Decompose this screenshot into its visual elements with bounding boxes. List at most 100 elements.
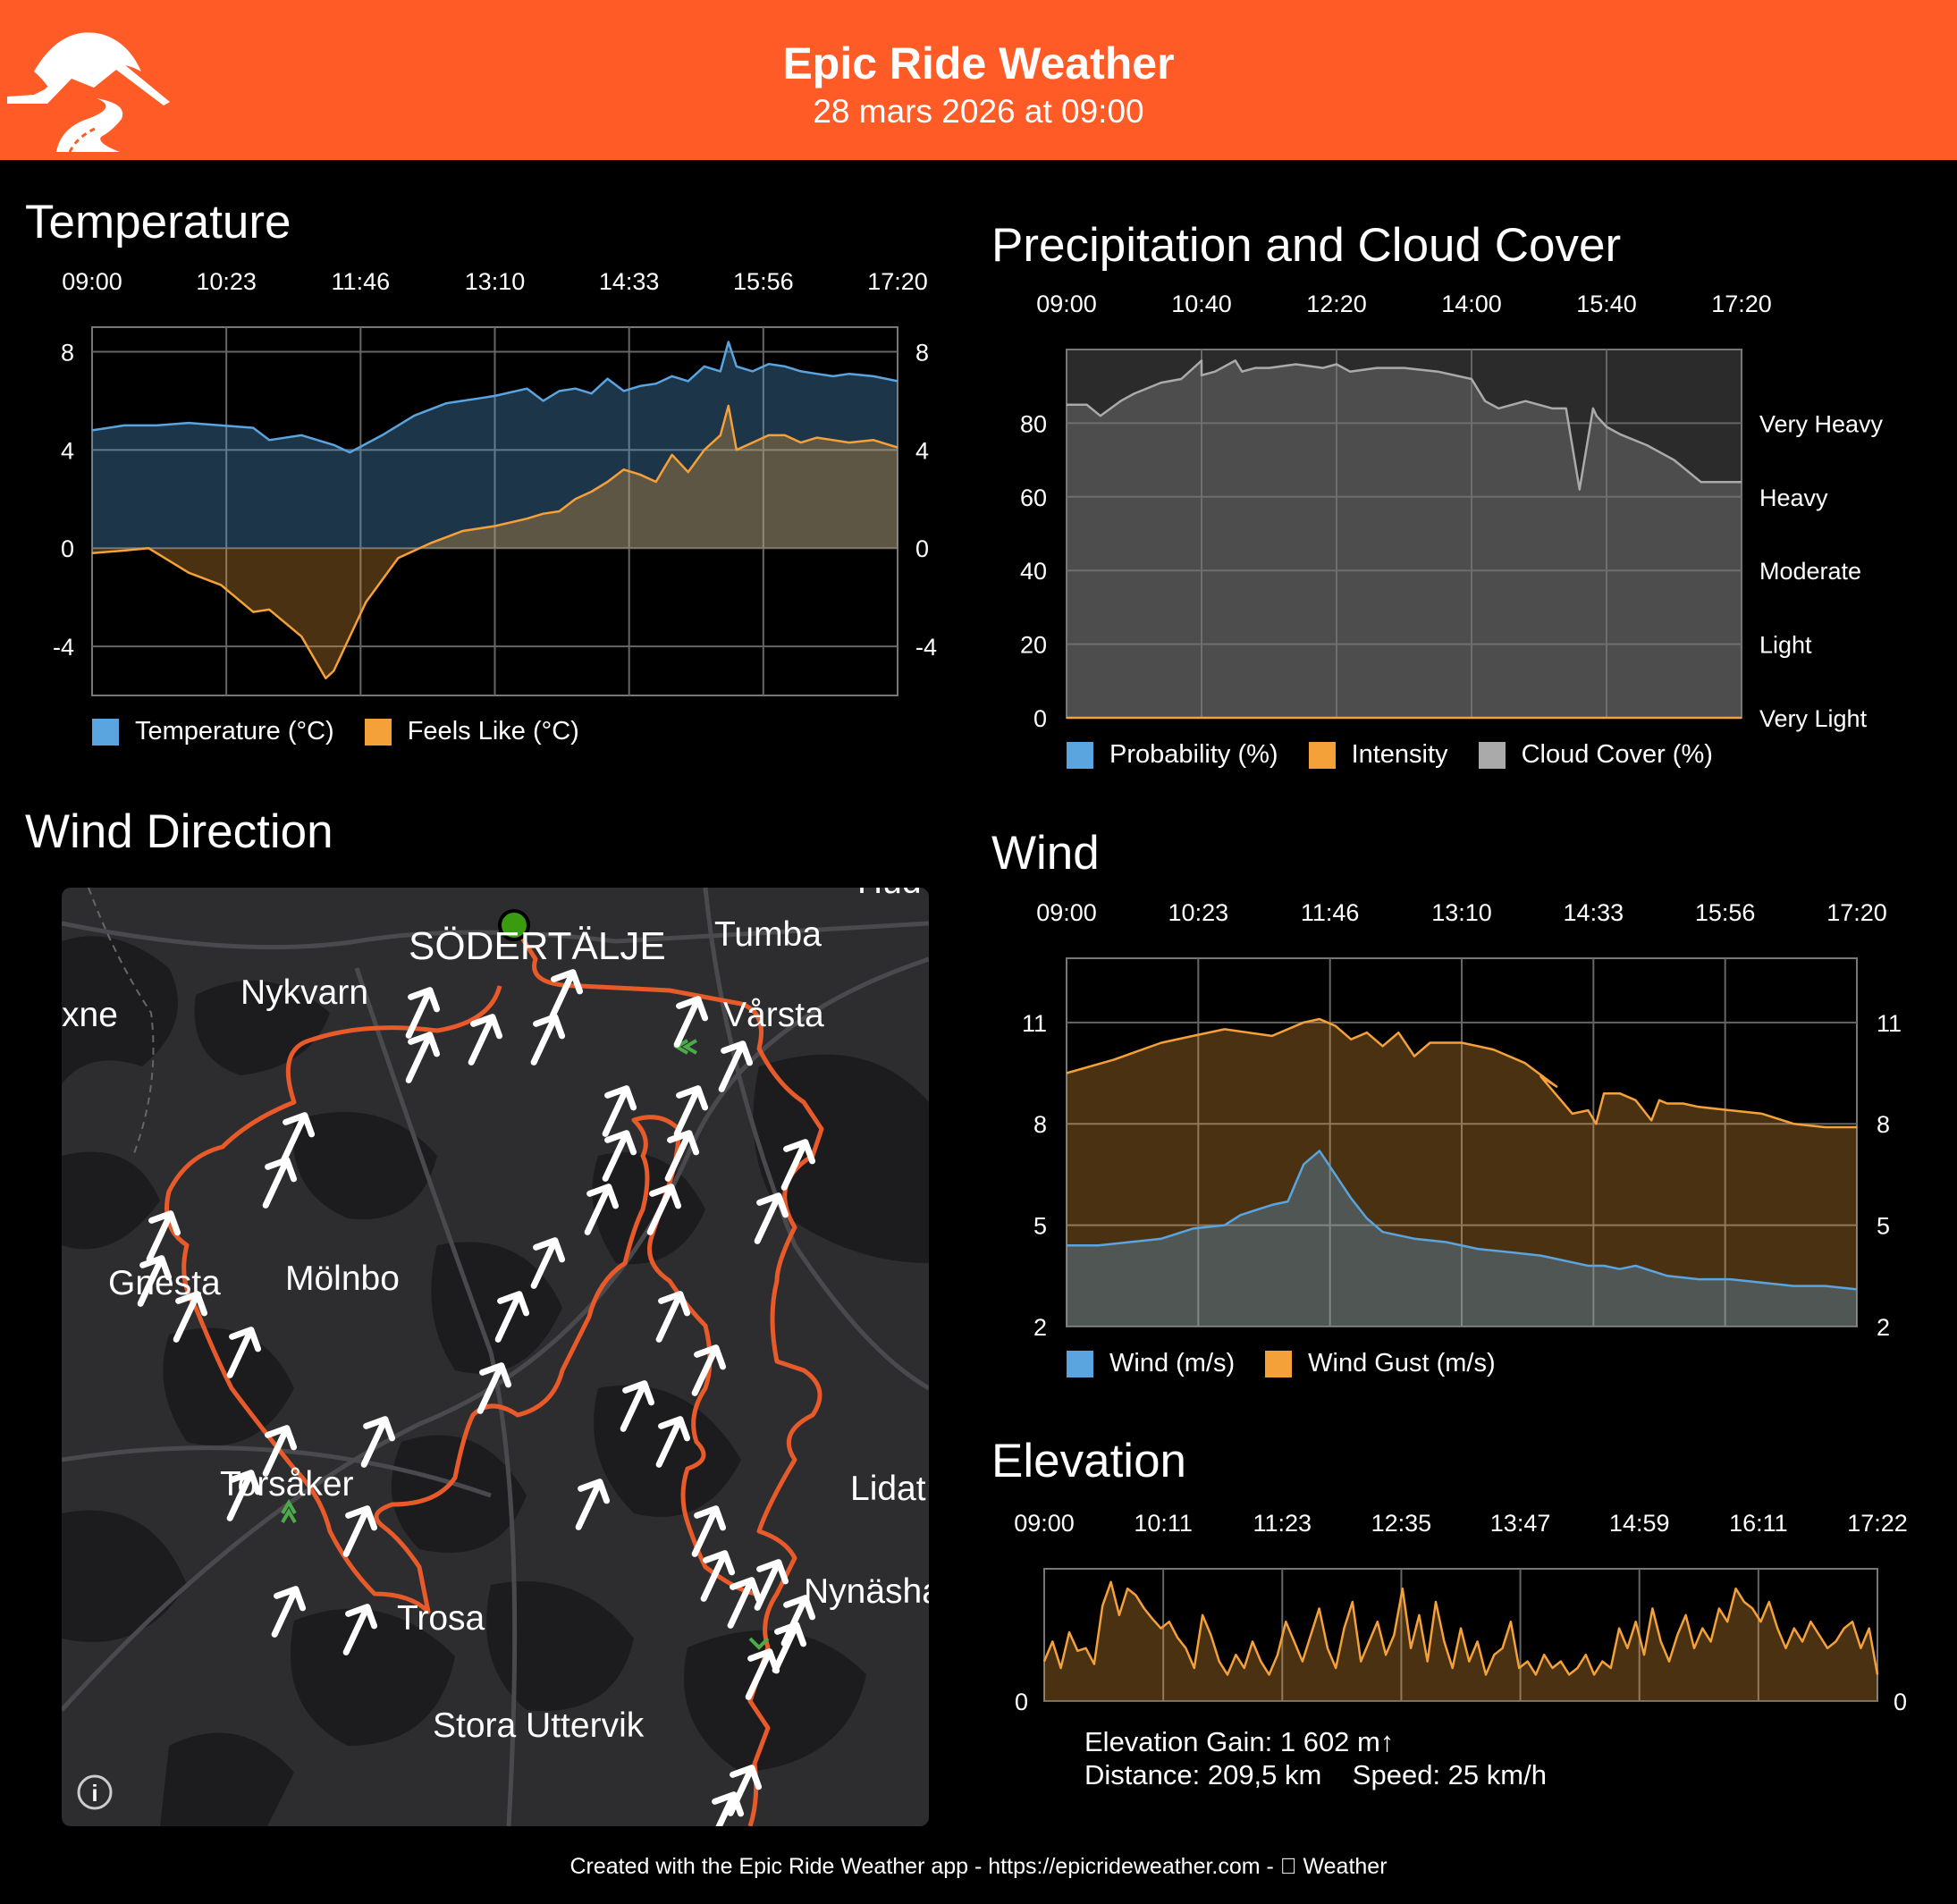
- x-tick-label: 17:22: [1847, 1510, 1908, 1537]
- legend-label: Wind (m/s): [1109, 1349, 1236, 1377]
- wind-arrow-icon: [673, 996, 709, 1048]
- wind-arrow-icon: [646, 1184, 682, 1235]
- ride-summary: Elevation Gain: 1 602 m↑ Distance: 209,5…: [1084, 1725, 1547, 1791]
- x-tick-label: 09:00: [62, 268, 122, 295]
- wind-arrow-icon: [664, 1130, 700, 1182]
- wind-arrow-icon: [727, 1765, 763, 1816]
- legend-swatch: [1067, 1350, 1093, 1377]
- plot-area: [1066, 349, 1742, 719]
- start-marker: [498, 909, 530, 941]
- wind-arrow-shape: [262, 1157, 298, 1209]
- x-tick-label: 13:10: [1431, 899, 1492, 926]
- wind-arrow-icon: [772, 1622, 807, 1673]
- wind-arrow-shape: [727, 1765, 763, 1816]
- wind-arrow-shape: [772, 1622, 807, 1673]
- wind-arrow-shape: [691, 1344, 727, 1396]
- wind-arrow-shape: [700, 1550, 736, 1602]
- wind-arrow-shape: [602, 1130, 637, 1182]
- wind-arrow-shape: [173, 1291, 208, 1343]
- y-tick-label-left: 0: [1033, 705, 1047, 732]
- wind-arrow-shape: [530, 1237, 566, 1289]
- x-tick-label: 10:40: [1171, 291, 1232, 317]
- wind-arrow-icon: [691, 1505, 727, 1557]
- y-tick-label-right: 5: [1877, 1213, 1890, 1240]
- wind-arrow-shape: [146, 1210, 181, 1262]
- y-tick-label-left: 5: [1033, 1213, 1047, 1240]
- series-area: [1067, 1150, 1857, 1327]
- intensity-label: Heavy: [1759, 484, 1828, 511]
- x-tick-label: 11:23: [1253, 1510, 1312, 1537]
- y-tick-label-left: 80: [1020, 410, 1047, 437]
- series-line: [1067, 359, 1742, 491]
- plot-area: [91, 326, 898, 696]
- footer-credit: Created with the Epic Ride Weather app -…: [569, 1854, 1387, 1879]
- plot-area: [1066, 957, 1858, 1327]
- wind-arrow-icon: [405, 1032, 441, 1083]
- wind-arrow-icon: [342, 1604, 378, 1655]
- x-tick-label: 09:00: [1036, 899, 1097, 926]
- wind-arrow-shape: [727, 1577, 763, 1629]
- x-tick-label: 15:56: [1695, 899, 1756, 926]
- wind-title: Wind: [991, 827, 1100, 880]
- wind-arrow-icon: [530, 1014, 566, 1066]
- wind-arrow-icon: [700, 1550, 736, 1602]
- y-tick-label-right: 11: [1877, 1010, 1902, 1037]
- intensity-label: Moderate: [1759, 558, 1861, 585]
- wind-arrow-shape: [405, 987, 441, 1039]
- wind-arrow-shape: [673, 1085, 709, 1137]
- plot-area: [1043, 1568, 1878, 1702]
- y-tick-label-left: 2: [1033, 1314, 1047, 1341]
- wind-legend: Wind (m/s) Wind Gust (m/s): [1067, 1349, 1526, 1378]
- map-label-xne: xne: [62, 996, 118, 1034]
- wind-arrow-shape: [655, 1416, 691, 1468]
- wind-arrow-icon: [780, 1595, 816, 1647]
- legend-swatch: [92, 718, 119, 746]
- series-area: [1067, 360, 1742, 718]
- wind-arrow-shape: [584, 1184, 620, 1235]
- wind-arrow-icon: [727, 1577, 763, 1629]
- map-label-molnbo: Mölnbo: [285, 1260, 400, 1298]
- series-line: [91, 404, 898, 680]
- wind-arrow-shape: [137, 1255, 173, 1307]
- wind-direction-title: Wind Direction: [25, 805, 333, 858]
- wind-arrow-shape: [271, 1586, 307, 1638]
- svg-text:i: i: [91, 1780, 97, 1807]
- wind-arrow-shape: [280, 1112, 316, 1164]
- wind-arrow-icon: [468, 1014, 503, 1066]
- wind-arrow-shape: [548, 969, 584, 1021]
- distance-speed: Distance: 209,5 km Speed: 25 km/h: [1084, 1759, 1547, 1790]
- y-tick-label-left: -4: [53, 634, 74, 661]
- series-area: [92, 341, 898, 549]
- legend-label: Temperature (°C): [135, 717, 334, 746]
- series-line: [91, 341, 898, 454]
- wind-arrow-icon: [137, 1255, 173, 1307]
- wind-arrow-icon: [226, 1470, 262, 1521]
- wind-arrow-icon: [584, 1184, 620, 1235]
- intensity-label: Light: [1759, 632, 1812, 659]
- wind-arrow-icon: [691, 1344, 727, 1396]
- wind-direction-map[interactable]: SÖDERTÄLJE Tumba Nykvarn Vårsta xne Gnes…: [62, 888, 929, 1826]
- wind-arrow-shape: [691, 1505, 727, 1557]
- y-tick-label-right: 8: [915, 339, 929, 366]
- wind-arrow-icon: [146, 1210, 181, 1262]
- app-title: Epic Ride Weather: [782, 38, 1175, 88]
- map-label-hud: Hud: [857, 888, 922, 901]
- wind-arrow-icon: [360, 1416, 396, 1468]
- y-tick-label-left: 4: [61, 437, 74, 464]
- y-tick-label-right: -4: [915, 634, 937, 661]
- x-tick-label: 10:23: [196, 268, 257, 295]
- legend-swatch: [1067, 741, 1093, 769]
- temperature-legend: Temperature (°C) Feels Like (°C): [92, 717, 610, 746]
- y-tick-label-left: 60: [1020, 484, 1047, 511]
- x-tick-label: 11:46: [1301, 899, 1360, 926]
- info-icon[interactable]: i: [77, 1774, 113, 1810]
- legend-label: Cloud Cover (%): [1521, 740, 1713, 769]
- wind-arrow-icon: [262, 1425, 298, 1477]
- y-tick-label-right: 0: [1894, 1689, 1907, 1715]
- wind-arrow-icon: [173, 1291, 208, 1343]
- wind-arrow-shape: [530, 1014, 566, 1066]
- elevation-gain: Elevation Gain: 1 602 m↑: [1084, 1726, 1395, 1757]
- wind-arrow-shape: [342, 1505, 378, 1557]
- y-tick-label-left: 8: [61, 339, 74, 366]
- wind-arrow-icon: [226, 1327, 262, 1378]
